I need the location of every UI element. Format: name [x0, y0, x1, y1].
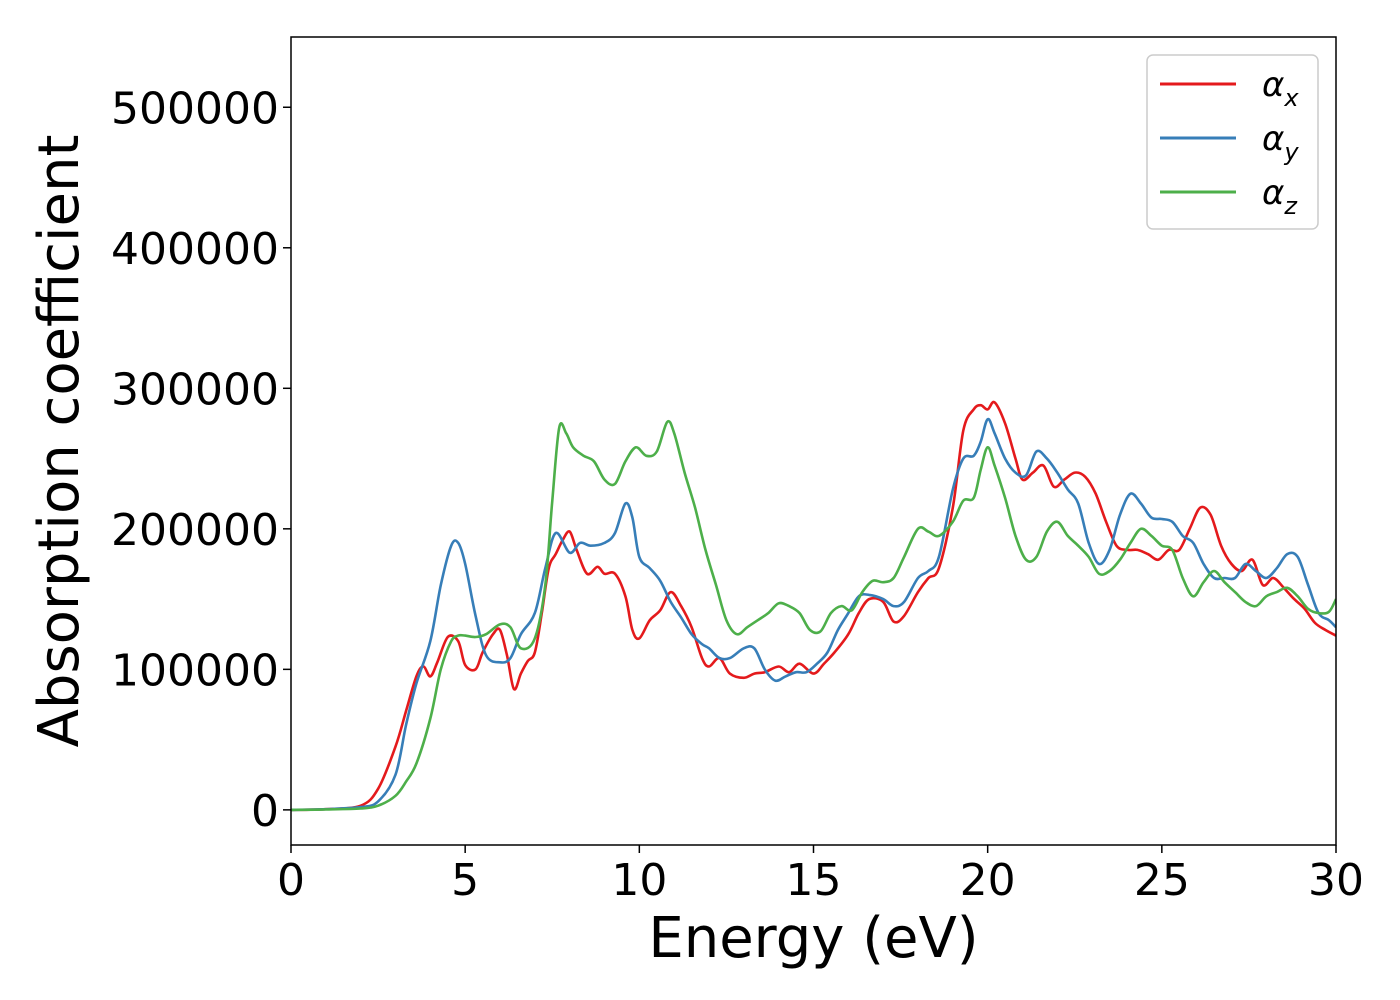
y-axis: 0 100000 200000 300000 400000 500000 — [111, 83, 291, 837]
x-axis-title: Energy (eV) — [648, 906, 978, 971]
series-line-z — [291, 419, 1336, 812]
legend-box — [1146, 54, 1319, 230]
x-tick-label: 20 — [960, 855, 1016, 906]
x-tick-label: 5 — [451, 855, 479, 906]
series-line-x — [291, 400, 1336, 812]
x-tick-label: 10 — [611, 855, 667, 906]
legend-label-x: αx — [1262, 65, 1299, 112]
legend-label-z: αz — [1262, 173, 1298, 220]
y-tick-label: 400000 — [111, 224, 279, 275]
series-layer — [291, 400, 1336, 812]
legend: αx αy αz — [1146, 54, 1319, 230]
y-axis-title: Absorption coefficient — [27, 135, 92, 748]
x-tick-label: 25 — [1134, 855, 1190, 906]
x-axis: 0 5 10 15 20 25 30 — [277, 845, 1364, 906]
x-tick-label: 30 — [1308, 855, 1364, 906]
legend-label-y: αy — [1262, 119, 1299, 166]
y-tick-label: 200000 — [111, 505, 279, 556]
x-tick-label: 0 — [277, 855, 305, 906]
y-tick-label: 300000 — [111, 364, 279, 415]
y-tick-label: 0 — [251, 786, 279, 837]
y-tick-label: 100000 — [111, 645, 279, 696]
y-tick-label: 500000 — [111, 83, 279, 134]
x-tick-label: 15 — [786, 855, 842, 906]
